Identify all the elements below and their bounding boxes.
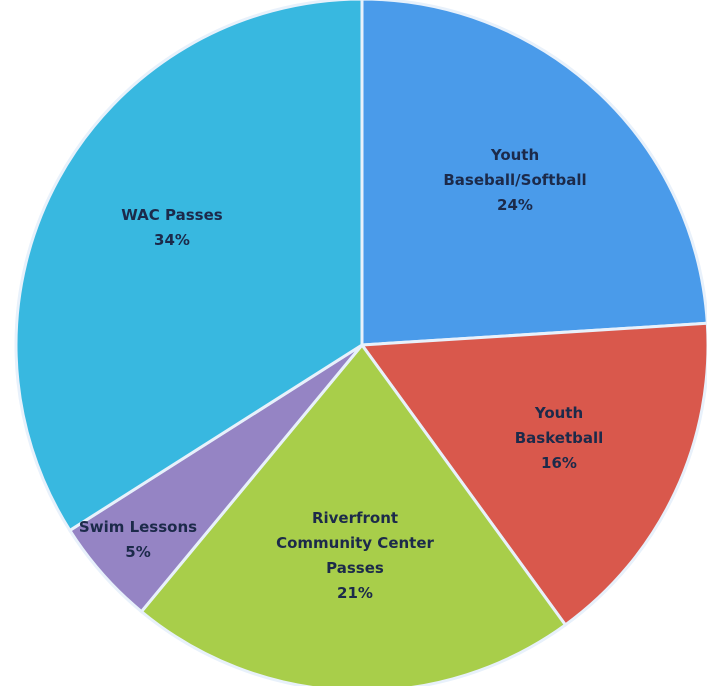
slice-label-riverfront-community-center-passes: Riverfront Community Center Passes 21% xyxy=(276,509,434,602)
slice-label-wac-passes: WAC Passes 34% xyxy=(121,206,222,249)
pie-slice-youth-baseball-softball xyxy=(360,0,707,347)
pie-slice-wac-passes xyxy=(14,0,364,533)
slice-name-label: Swim Lessons xyxy=(79,518,197,536)
slice-name-label: Youth xyxy=(490,146,539,164)
slice-name-label: Baseball/Softball xyxy=(443,171,586,189)
pie-slice-riverfront-community-center-passes xyxy=(139,342,568,686)
pie-slice-youth-basketball xyxy=(359,321,707,628)
slice-name-label: Riverfront xyxy=(312,509,398,527)
slice-name-label: Community Center xyxy=(276,534,434,552)
labels-layer: Youth Baseball/Softball 24% Youth Basketball… xyxy=(79,146,603,602)
slice-label-youth-basketball: Youth Basketball 16% xyxy=(515,404,604,472)
slice-name-label: Youth xyxy=(534,404,583,422)
slice-percent-label: 24% xyxy=(497,196,533,214)
slice-name-label: WAC Passes xyxy=(121,206,222,224)
slice-name-label: Basketball xyxy=(515,429,604,447)
slice-label-swim-lessons: Swim Lessons 5% xyxy=(79,518,197,561)
slice-percent-label: 21% xyxy=(337,584,373,602)
slice-name-label: Passes xyxy=(326,559,384,577)
slice-percent-label: 5% xyxy=(125,543,150,561)
slices-layer xyxy=(14,0,707,686)
slice-percent-label: 16% xyxy=(541,454,577,472)
slice-label-youth-baseball-softball: Youth Baseball/Softball 24% xyxy=(443,146,586,214)
slice-percent-label: 34% xyxy=(154,231,190,249)
